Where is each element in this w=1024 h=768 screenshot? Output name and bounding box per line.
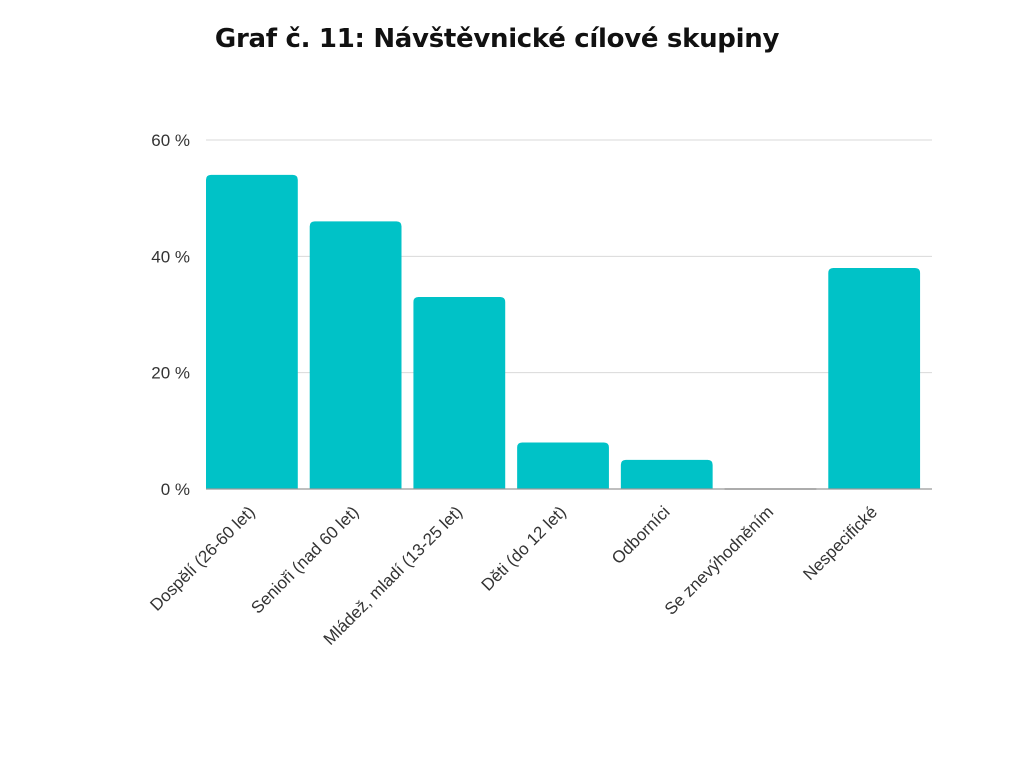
x-tick-label: Dospělí (26-60 let) — [146, 502, 258, 614]
y-tick-label: 60 % — [151, 131, 190, 150]
x-tick-label: Senioři (nad 60 let) — [247, 502, 362, 617]
bar — [413, 297, 506, 489]
y-tick-label: 20 % — [151, 364, 190, 383]
bar — [828, 267, 921, 489]
x-tick-label: Nespecifické — [799, 502, 881, 584]
chart-title: Graf č. 11: Návštěvnické cílové skupiny — [214, 24, 780, 54]
x-tick-label: Děti (do 12 let) — [478, 502, 570, 594]
x-tick-label: Se znevýhodněním — [661, 502, 777, 618]
bar — [309, 221, 402, 489]
bar — [620, 459, 713, 489]
x-tick-label: Odborníci — [608, 502, 674, 568]
bar — [517, 442, 609, 489]
y-tick-label: 0 % — [161, 480, 190, 499]
y-tick-label: 40 % — [151, 247, 190, 266]
bar — [206, 174, 298, 489]
